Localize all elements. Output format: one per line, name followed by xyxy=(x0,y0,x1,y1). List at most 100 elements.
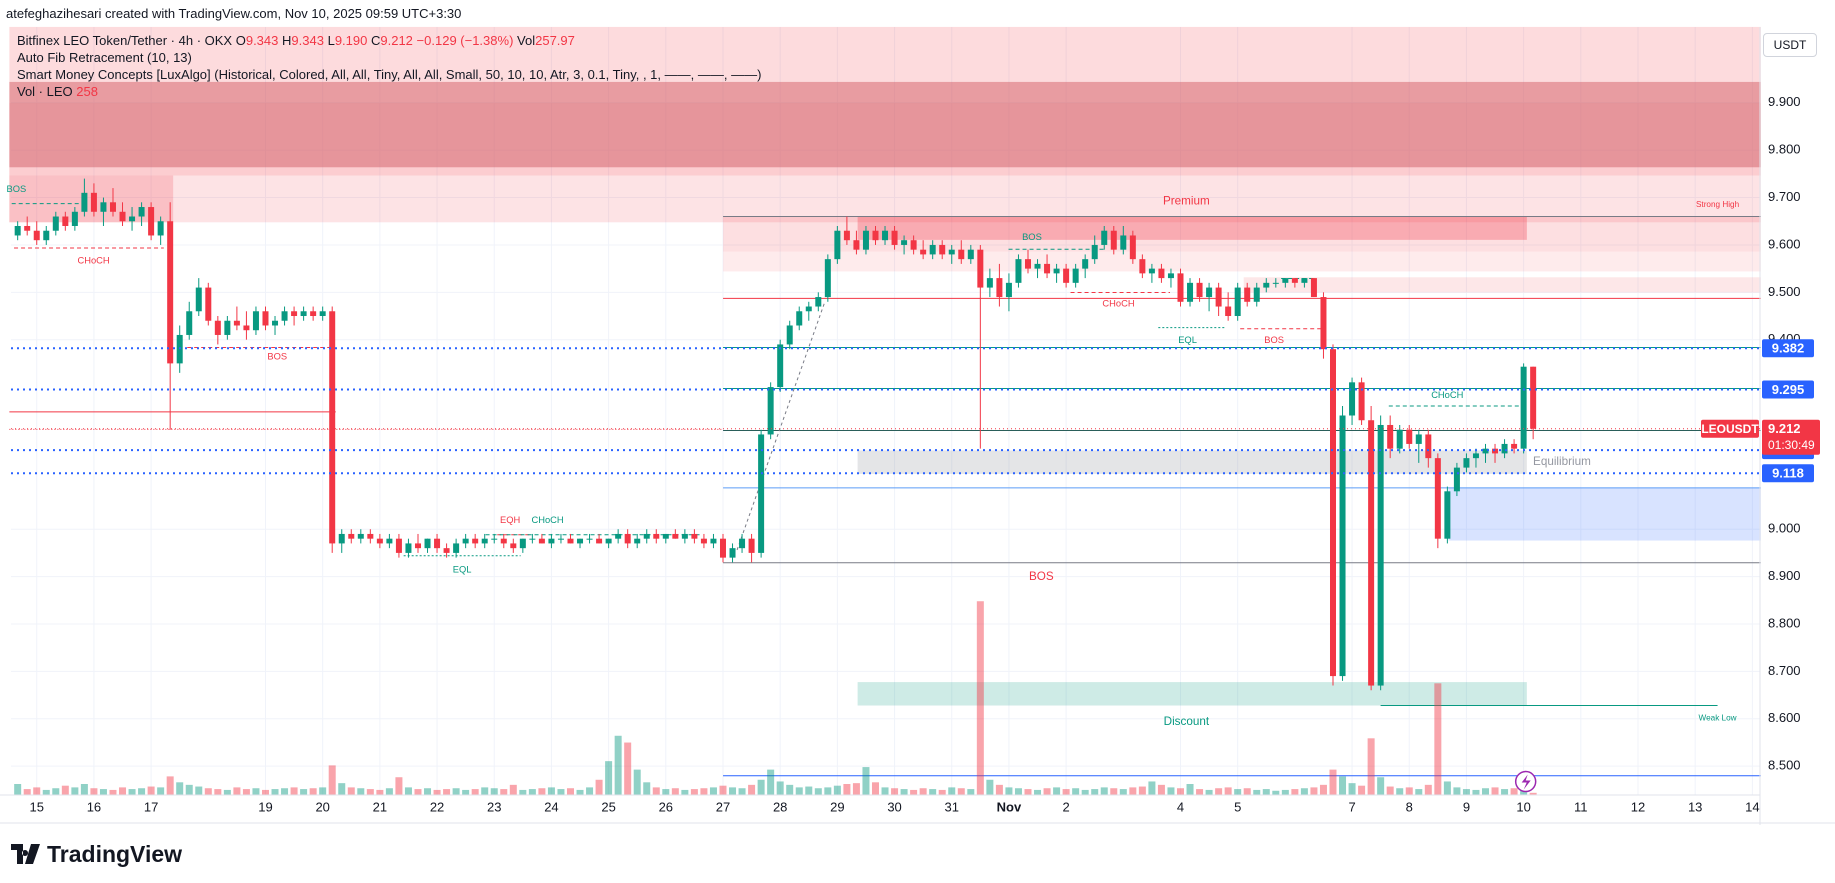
volume-bar xyxy=(871,782,879,795)
indicator: Auto Fib Retracement (10, 13) xyxy=(17,50,192,65)
candle-body xyxy=(1234,287,1241,317)
candle-body xyxy=(777,344,784,388)
candle-body xyxy=(405,543,412,553)
volume-bar xyxy=(90,788,98,795)
candle-body xyxy=(1377,424,1384,686)
candle-body xyxy=(319,311,326,317)
candle-body xyxy=(557,538,564,540)
volume-bar xyxy=(1243,788,1251,795)
y-tick-label: 9.700 xyxy=(1768,189,1801,204)
logo: TradingView xyxy=(11,840,182,868)
volume-bar xyxy=(1453,787,1461,795)
x-tick-label: 22 xyxy=(430,799,444,814)
volume-bar xyxy=(157,787,165,795)
y-tick-label: 8.800 xyxy=(1768,615,1801,630)
volume-bar xyxy=(824,787,832,795)
candle-body xyxy=(453,543,460,553)
candle-body xyxy=(1301,278,1308,283)
candle-body xyxy=(338,533,345,544)
candle-body xyxy=(634,538,641,544)
candle-body xyxy=(1472,453,1479,459)
candle-body xyxy=(986,278,993,288)
volume-bar xyxy=(185,784,193,795)
volume-bar xyxy=(290,787,298,795)
zone xyxy=(9,26,1761,82)
volume-bar xyxy=(1100,787,1108,795)
candle-body xyxy=(929,244,936,255)
volume-bar xyxy=(976,601,984,795)
candle-body xyxy=(691,533,698,539)
candle-body xyxy=(1082,259,1089,269)
candle-body xyxy=(862,230,869,250)
candle-body xyxy=(1406,429,1413,444)
candle-body xyxy=(910,240,917,250)
candle-body xyxy=(1530,366,1537,429)
candle-body xyxy=(205,287,212,321)
volume-bar xyxy=(1491,787,1499,795)
candle-body xyxy=(510,543,517,549)
candle-body xyxy=(1063,268,1070,283)
volume-bar xyxy=(328,765,336,795)
symbol-title: Bitfinex LEO Token/Tether · 4h · OKX xyxy=(17,33,233,48)
volume-bar xyxy=(1205,789,1213,795)
x-tick-label: 15 xyxy=(30,799,44,814)
x-tick-label: 12 xyxy=(1631,799,1645,814)
volume-bar xyxy=(366,789,374,795)
x-tick-label: 21 xyxy=(373,799,387,814)
candle-body xyxy=(1024,259,1031,269)
annotation: CHoCH xyxy=(1102,299,1134,309)
candle-body xyxy=(224,320,231,335)
volume-bar xyxy=(566,788,574,795)
candle-body xyxy=(1463,458,1470,468)
volume-bar xyxy=(1510,788,1518,795)
volume-bar xyxy=(1434,683,1442,795)
volume-bar xyxy=(1234,789,1242,795)
symbol-label: LEOUSDT xyxy=(1701,422,1759,436)
change: −0.129 (−1.38%) xyxy=(416,33,514,48)
candle-body xyxy=(109,202,116,212)
volume-bar xyxy=(1072,788,1080,795)
candle-body xyxy=(357,533,364,539)
x-tick-label: 8 xyxy=(1406,799,1413,814)
candle-body xyxy=(1177,273,1184,302)
volume-bar xyxy=(843,784,851,795)
volume-bar xyxy=(786,784,794,795)
volume-bar xyxy=(414,789,422,795)
candle-body xyxy=(186,311,193,335)
candle-body xyxy=(786,325,793,345)
y-tick-label: 8.600 xyxy=(1768,710,1801,725)
volume-bar xyxy=(900,789,908,795)
candle-body xyxy=(195,287,202,312)
candle-body xyxy=(1148,268,1155,274)
candle-body xyxy=(615,533,622,539)
candle-body xyxy=(1329,349,1336,677)
volume-bar xyxy=(1014,788,1022,795)
candle-body xyxy=(434,538,441,549)
candle-body xyxy=(214,320,221,335)
candle-body xyxy=(348,533,355,539)
candle-body xyxy=(481,538,488,544)
volume-bar xyxy=(1529,792,1537,795)
x-tick-label: 26 xyxy=(659,799,673,814)
candle-body xyxy=(815,297,822,307)
candle-body xyxy=(653,533,660,539)
candle-body xyxy=(662,533,669,539)
volume-bar xyxy=(986,779,994,795)
volume-bar xyxy=(938,789,946,795)
volume-bar xyxy=(538,788,546,795)
ohlc-key: L xyxy=(327,33,335,48)
volume-bar xyxy=(1319,784,1327,795)
candle-body xyxy=(1044,263,1051,274)
x-tick-label: 30 xyxy=(887,799,901,814)
candle-body xyxy=(272,320,279,326)
zone xyxy=(1448,487,1761,541)
volume-bar xyxy=(757,779,765,795)
ohlc-value: 9.343 xyxy=(245,33,279,48)
annotation: BOS xyxy=(267,351,287,361)
candle-body xyxy=(129,216,136,222)
currency-button[interactable]: USDT xyxy=(1763,33,1817,57)
candle-body xyxy=(872,230,879,241)
volume-bar xyxy=(1224,787,1232,795)
volume-bar xyxy=(1443,781,1451,795)
